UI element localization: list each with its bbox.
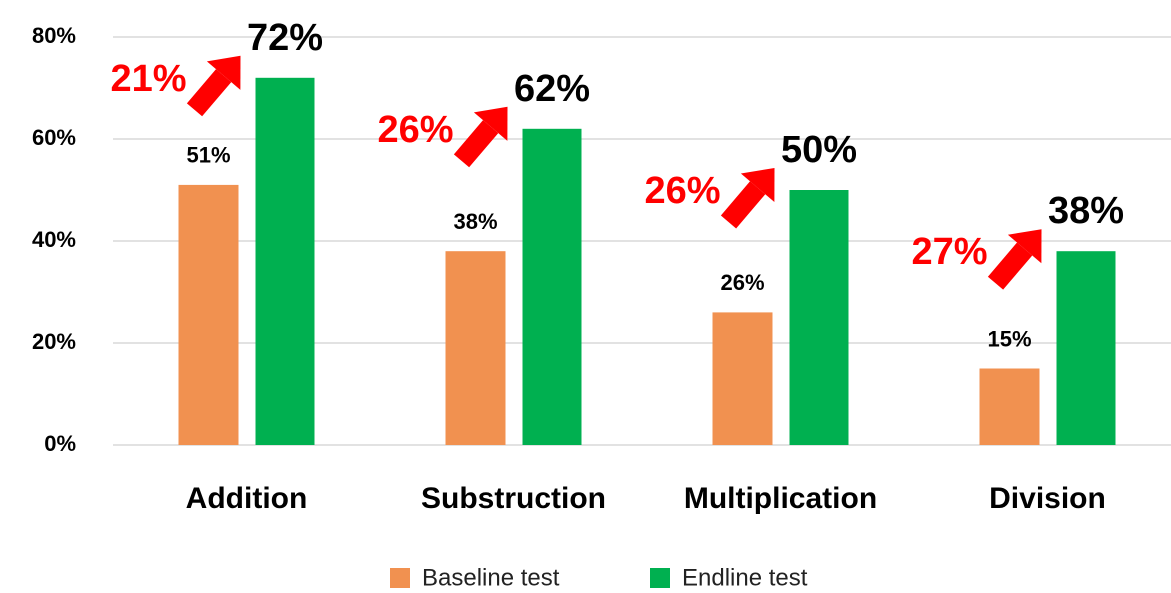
bar <box>789 190 849 445</box>
legend-swatch <box>650 568 670 588</box>
value-label: 50% <box>781 129 857 171</box>
arrow-head <box>473 106 508 141</box>
value-label: 72% <box>247 17 323 59</box>
y-tick-label: 80% <box>32 23 76 48</box>
y-tick-label: 60% <box>32 125 76 150</box>
bar <box>445 251 506 445</box>
x-tick-label: Addition <box>186 482 308 515</box>
increase-label: 26% <box>377 109 453 151</box>
arrow-shaft <box>720 181 766 229</box>
increase-label: 21% <box>110 58 186 100</box>
arrow-shaft <box>987 242 1033 290</box>
y-tick-label: 40% <box>32 227 76 252</box>
arrow-head <box>1007 229 1042 264</box>
x-tick-label: Substruction <box>421 482 606 515</box>
bar <box>178 184 239 445</box>
bar <box>255 77 315 446</box>
arrow-head <box>206 55 241 90</box>
arrow-head <box>740 168 775 203</box>
bar <box>522 128 582 446</box>
arrow-shaft <box>453 120 499 168</box>
legend-label: Endline test <box>682 564 808 591</box>
value-label: 62% <box>514 68 590 110</box>
increase-label: 27% <box>911 231 987 273</box>
value-label: 38% <box>453 209 497 234</box>
value-label: 51% <box>186 143 230 168</box>
arrow-shaft <box>186 69 232 117</box>
y-tick-label: 20% <box>32 329 76 354</box>
legend-swatch <box>390 568 410 588</box>
value-label: 38% <box>1048 190 1124 232</box>
increase-label: 26% <box>644 170 720 212</box>
bar <box>1056 251 1116 445</box>
y-tick-label: 0% <box>44 431 76 456</box>
legend-label: Baseline test <box>422 564 560 591</box>
bar <box>712 312 773 445</box>
bar <box>979 368 1040 445</box>
x-tick-label: Division <box>989 482 1106 515</box>
x-tick-label: Multiplication <box>684 482 877 515</box>
value-label: 15% <box>987 326 1031 351</box>
value-label: 26% <box>720 270 764 295</box>
